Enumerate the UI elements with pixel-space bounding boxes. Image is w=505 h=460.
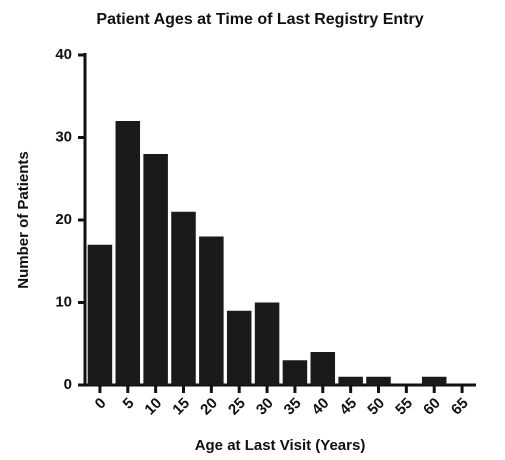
- bar: [199, 236, 224, 385]
- x-tick-label: 20: [197, 395, 221, 419]
- x-tick-label: 30: [253, 395, 277, 419]
- y-tick-label: 30: [55, 128, 72, 145]
- x-tick-label: 50: [364, 395, 388, 419]
- bar: [421, 376, 447, 385]
- chart-title: Patient Ages at Time of Last Registry En…: [96, 11, 423, 28]
- bar: [366, 376, 391, 385]
- x-tick-label: 35: [281, 395, 305, 419]
- x-tick-label: 25: [225, 395, 249, 419]
- x-tick-label: 45: [336, 395, 360, 419]
- bar: [282, 360, 308, 385]
- x-tick-label: 15: [169, 395, 193, 419]
- bar: [115, 121, 141, 385]
- x-tick-label: 10: [141, 395, 165, 419]
- bar: [171, 211, 196, 385]
- y-tick-label: 10: [55, 293, 72, 310]
- y-tick-label: 0: [64, 376, 72, 393]
- x-tick-label: 60: [420, 395, 444, 419]
- bar: [226, 310, 252, 385]
- x-tick-label: 55: [392, 395, 416, 419]
- bar: [143, 154, 168, 385]
- y-tick-label: 20: [55, 211, 72, 228]
- bar: [254, 302, 280, 385]
- x-tick-label: 40: [309, 395, 333, 419]
- x-tick-label: 65: [448, 395, 472, 419]
- y-axis-label: Number of Patients: [15, 151, 32, 289]
- x-tick-label: 5: [119, 395, 137, 413]
- bar: [310, 352, 336, 385]
- bar: [87, 244, 113, 385]
- x-axis-label: Age at Last Visit (Years): [195, 437, 366, 454]
- x-tick-label: 0: [92, 395, 110, 413]
- bar: [338, 376, 363, 385]
- y-tick-label: 40: [55, 46, 72, 63]
